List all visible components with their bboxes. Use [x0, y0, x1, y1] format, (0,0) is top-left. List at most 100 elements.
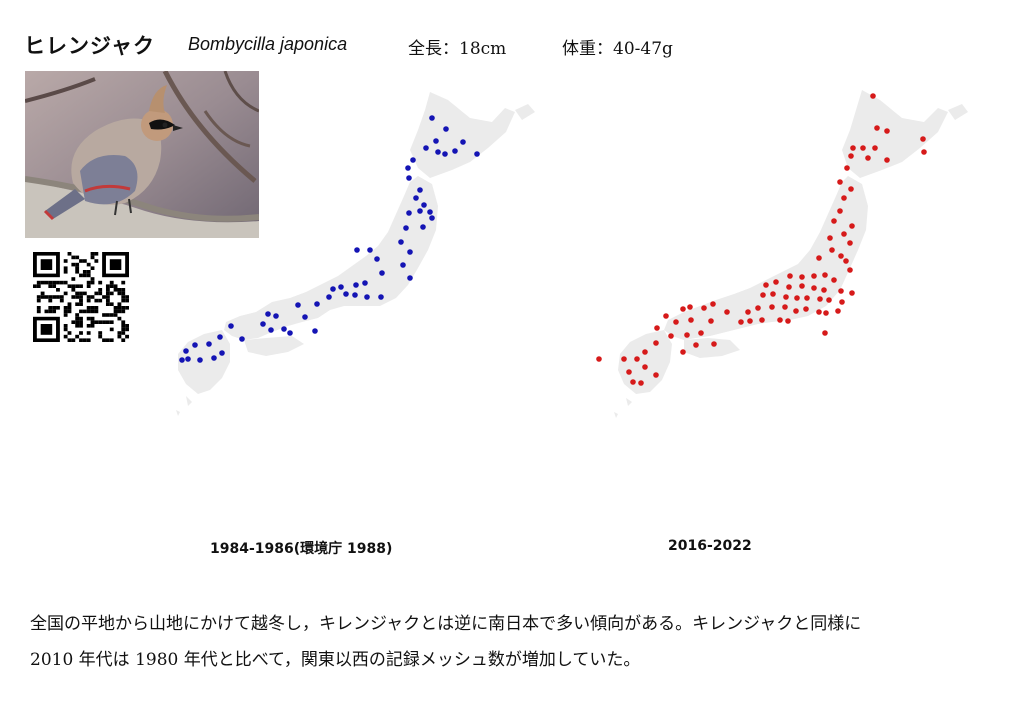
- record-dot: [287, 330, 293, 336]
- record-dot: [183, 348, 189, 354]
- record-dot: [701, 305, 707, 311]
- record-dot: [406, 210, 412, 216]
- record-dot: [326, 294, 332, 300]
- record-dot: [843, 258, 849, 264]
- record-dot: [634, 356, 640, 362]
- record-dot: [353, 282, 359, 288]
- record-dot: [273, 313, 279, 319]
- record-dot: [668, 333, 674, 339]
- record-dot: [693, 342, 699, 348]
- record-dot: [219, 350, 225, 356]
- body-length: 全長：18cm: [408, 39, 507, 59]
- survey-dots-1984-1986: [179, 115, 480, 363]
- record-dot: [786, 284, 792, 290]
- record-dot: [872, 145, 878, 151]
- bird-photo: [25, 71, 259, 238]
- record-dot: [642, 364, 648, 370]
- record-dot: [687, 304, 693, 310]
- record-dot: [841, 195, 847, 201]
- description-line-2: 2010 年代は 1980 年代と比べて，関東以西の記録メッシュ数が増加していた…: [30, 650, 641, 670]
- record-dot: [314, 301, 320, 307]
- record-dot: [793, 308, 799, 314]
- record-dot: [787, 273, 793, 279]
- record-dot: [777, 317, 783, 323]
- record-dot: [837, 179, 843, 185]
- record-dot: [673, 319, 679, 325]
- record-dot: [265, 311, 271, 317]
- record-dot: [400, 262, 406, 268]
- record-dot: [848, 153, 854, 159]
- record-dot: [711, 341, 717, 347]
- record-dot: [803, 306, 809, 312]
- record-dot: [698, 330, 704, 336]
- record-dot: [865, 155, 871, 161]
- record-dot: [874, 125, 880, 131]
- record-dot: [417, 187, 423, 193]
- record-dot: [630, 379, 636, 385]
- record-dot: [921, 149, 927, 155]
- record-dot: [427, 209, 433, 215]
- record-dot: [822, 272, 828, 278]
- record-dot: [844, 165, 850, 171]
- record-dot: [848, 186, 854, 192]
- record-dot: [364, 294, 370, 300]
- record-dot: [407, 249, 413, 255]
- record-dot: [474, 151, 480, 157]
- record-dot: [799, 274, 805, 280]
- record-dot: [405, 165, 411, 171]
- record-dot: [849, 223, 855, 229]
- record-dot: [403, 225, 409, 231]
- record-dot: [860, 145, 866, 151]
- record-dot: [831, 218, 837, 224]
- record-dot: [281, 326, 287, 332]
- record-dot: [626, 369, 632, 375]
- record-dot: [423, 145, 429, 151]
- record-dot: [822, 330, 828, 336]
- record-dot: [847, 240, 853, 246]
- waxwing-illustration: [25, 71, 259, 238]
- record-dot: [653, 372, 659, 378]
- record-dot: [452, 148, 458, 154]
- record-dot: [312, 328, 318, 334]
- record-dot: [747, 318, 753, 324]
- record-dot: [398, 239, 404, 245]
- map-2016-2022: [596, 90, 968, 418]
- record-dot: [680, 349, 686, 355]
- record-dot: [330, 286, 336, 292]
- record-dot: [708, 318, 714, 324]
- record-dot: [684, 332, 690, 338]
- record-dot: [410, 157, 416, 163]
- record-dot: [378, 294, 384, 300]
- species-header: ヒレンジャク Bombycilla japonica 全長：18cm 体重：40…: [0, 30, 1024, 64]
- record-dot: [811, 285, 817, 291]
- japan-outline: [176, 92, 535, 416]
- record-dot: [413, 195, 419, 201]
- record-dot: [295, 302, 301, 308]
- record-dot: [596, 356, 602, 362]
- record-dot: [435, 149, 441, 155]
- record-dot: [239, 336, 245, 342]
- japan-outline: [614, 90, 968, 418]
- record-dot: [831, 277, 837, 283]
- record-dot: [354, 247, 360, 253]
- record-dot: [799, 283, 805, 289]
- record-dot: [211, 355, 217, 361]
- record-dot: [185, 356, 191, 362]
- record-dot: [755, 305, 761, 311]
- record-dot: [770, 291, 776, 297]
- qr-code[interactable]: [33, 252, 129, 342]
- record-dot: [884, 157, 890, 163]
- record-dot: [783, 294, 789, 300]
- record-dot: [268, 327, 274, 333]
- record-dot: [653, 340, 659, 346]
- record-dot: [838, 253, 844, 259]
- record-dot: [839, 299, 845, 305]
- record-dot: [367, 247, 373, 253]
- record-dot: [773, 279, 779, 285]
- record-dot: [406, 175, 412, 181]
- record-dot: [228, 323, 234, 329]
- record-dot: [179, 357, 185, 363]
- record-dot: [827, 235, 833, 241]
- record-dot: [769, 304, 775, 310]
- record-dot: [638, 380, 644, 386]
